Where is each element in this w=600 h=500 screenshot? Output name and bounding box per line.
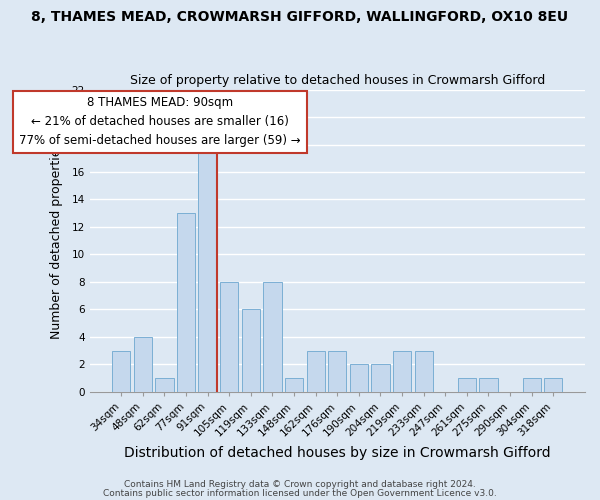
Bar xyxy=(242,310,260,392)
Bar xyxy=(415,350,433,392)
Bar xyxy=(328,350,346,392)
Text: 8 THAMES MEAD: 90sqm
← 21% of detached houses are smaller (16)
77% of semi-detac: 8 THAMES MEAD: 90sqm ← 21% of detached h… xyxy=(19,96,301,148)
Title: Size of property relative to detached houses in Crowmarsh Gifford: Size of property relative to detached ho… xyxy=(130,74,545,87)
Bar xyxy=(285,378,303,392)
Bar xyxy=(479,378,497,392)
Bar xyxy=(371,364,389,392)
X-axis label: Distribution of detached houses by size in Crowmarsh Gifford: Distribution of detached houses by size … xyxy=(124,446,551,460)
Bar xyxy=(263,282,281,392)
Bar xyxy=(177,213,195,392)
Bar xyxy=(307,350,325,392)
Text: 8, THAMES MEAD, CROWMARSH GIFFORD, WALLINGFORD, OX10 8EU: 8, THAMES MEAD, CROWMARSH GIFFORD, WALLI… xyxy=(31,10,569,24)
Bar xyxy=(220,282,238,392)
Y-axis label: Number of detached properties: Number of detached properties xyxy=(50,142,63,339)
Bar xyxy=(134,337,152,392)
Bar xyxy=(112,350,130,392)
Bar xyxy=(393,350,411,392)
Bar xyxy=(544,378,562,392)
Bar xyxy=(155,378,173,392)
Bar xyxy=(523,378,541,392)
Bar xyxy=(458,378,476,392)
Bar xyxy=(199,144,217,392)
Bar xyxy=(350,364,368,392)
Text: Contains HM Land Registry data © Crown copyright and database right 2024.: Contains HM Land Registry data © Crown c… xyxy=(124,480,476,489)
Text: Contains public sector information licensed under the Open Government Licence v3: Contains public sector information licen… xyxy=(103,488,497,498)
